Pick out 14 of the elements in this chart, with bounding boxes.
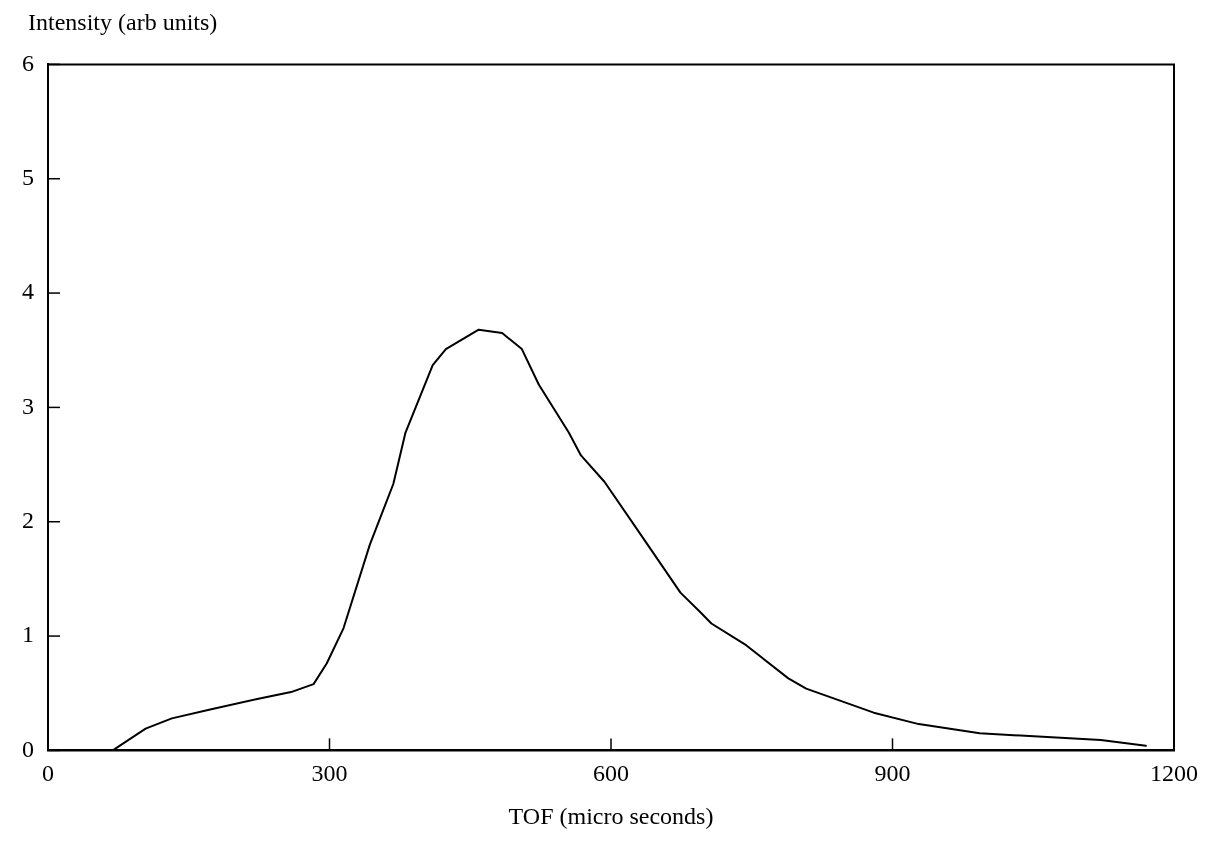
y-tick-label: 6 bbox=[22, 49, 34, 76]
x-tick-label: 300 bbox=[311, 760, 348, 787]
x-tick-label: 900 bbox=[874, 760, 911, 787]
x-tick-label: 0 bbox=[42, 760, 54, 787]
y-tick-label: 1 bbox=[22, 621, 34, 648]
y-tick-label: 4 bbox=[22, 278, 34, 305]
y-tick-label: 0 bbox=[22, 735, 34, 762]
y-tick-label: 5 bbox=[22, 164, 34, 191]
y-tick-label: 3 bbox=[22, 392, 34, 419]
y-axis-title: Intensity (arb units) bbox=[27, 8, 219, 36]
x-tick-label: 600 bbox=[593, 760, 629, 787]
x-axis-title: TOF (micro seconds) bbox=[508, 802, 714, 829]
y-tick-label: 2 bbox=[22, 507, 34, 534]
x-tick-label: 1200 bbox=[1150, 760, 1198, 787]
